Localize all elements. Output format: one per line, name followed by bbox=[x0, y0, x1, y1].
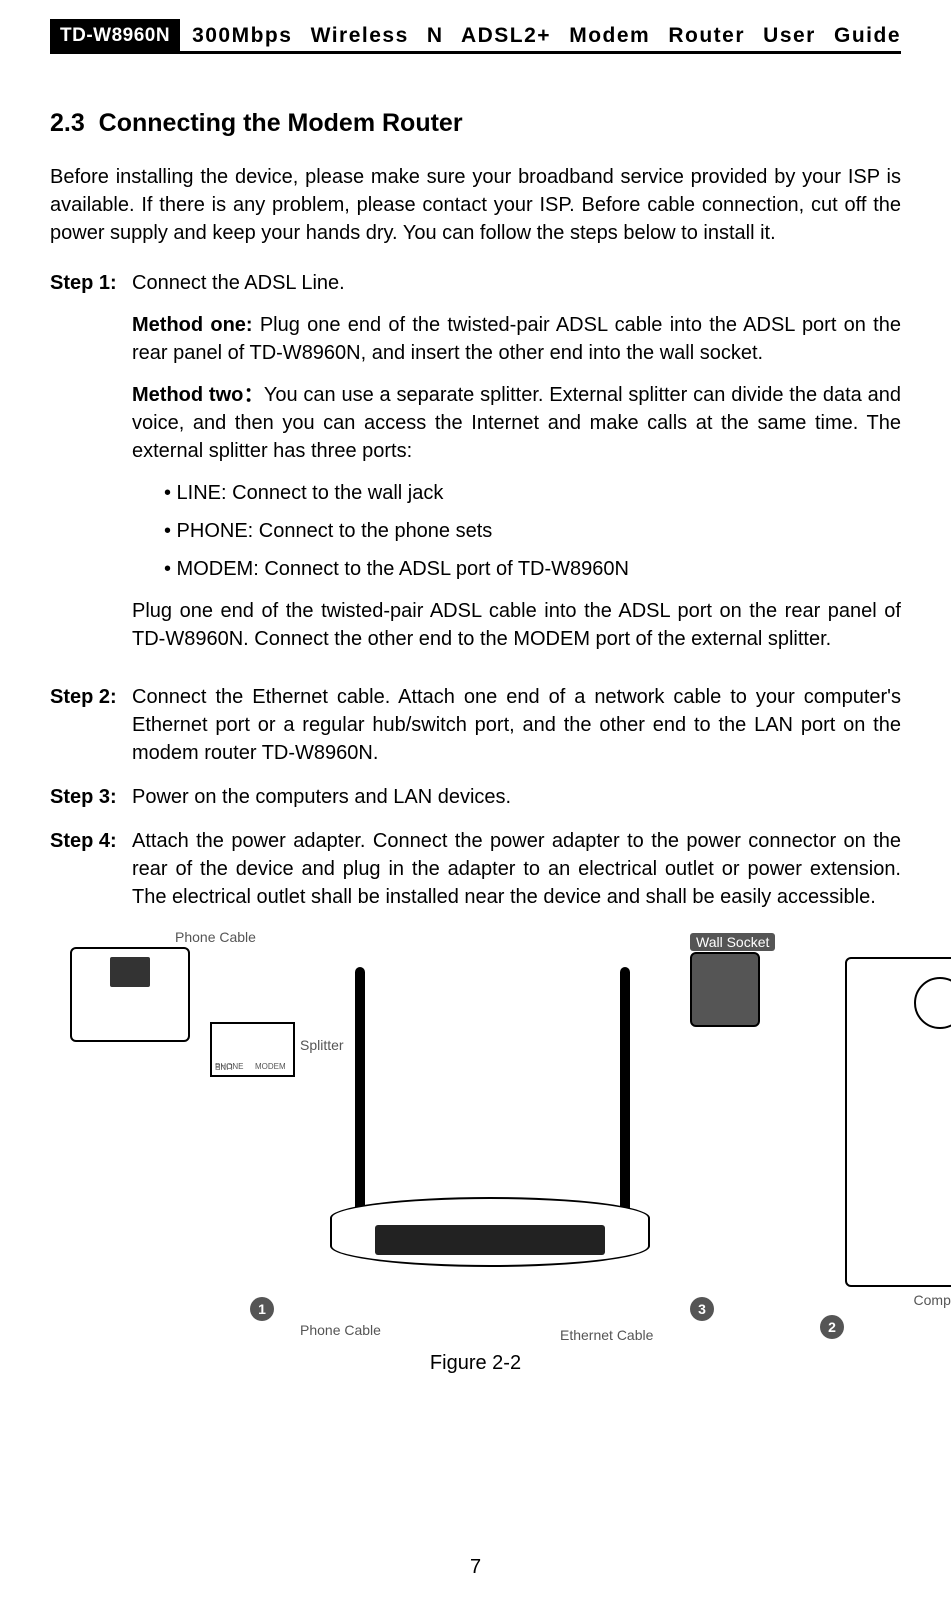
badge-2: 2 bbox=[820, 1315, 844, 1339]
step-2-body: Connect the Ethernet cable. Attach one e… bbox=[132, 683, 901, 767]
method-two-label: Method two： bbox=[132, 384, 264, 406]
label-port-phone: PHONE bbox=[215, 1062, 243, 1071]
model-badge: TD-W8960N bbox=[50, 19, 180, 53]
phone-screen-icon bbox=[110, 957, 150, 987]
label-phone-cable-bottom: Phone Cable bbox=[300, 1322, 381, 1338]
step-4: Step 4: Attach the power adapter. Connec… bbox=[50, 827, 901, 911]
document-header: TD-W8960N 300Mbps Wireless N ADSL2+ Mode… bbox=[50, 20, 901, 54]
step-3: Step 3: Power on the computers and LAN d… bbox=[50, 783, 901, 811]
bullet-phone: • PHONE: Connect to the phone sets bbox=[164, 517, 901, 545]
splitter-ports-list: • LINE: Connect to the wall jack • PHONE… bbox=[164, 479, 901, 583]
label-phone-cable-top: Phone Cable bbox=[175, 929, 256, 945]
step-1-tail: Plug one end of the twisted-pair ADSL ca… bbox=[132, 597, 901, 653]
badge-1: 1 bbox=[250, 1297, 274, 1321]
step-4-body: Attach the power adapter. Connect the po… bbox=[132, 827, 901, 911]
step-1-body: Connect the ADSL Line. Method one: Plug … bbox=[132, 269, 901, 667]
label-wall-socket: Wall Socket bbox=[690, 933, 775, 951]
section-heading: 2.3 Connecting the Modem Router bbox=[50, 109, 901, 138]
step-4-label: Step 4: bbox=[50, 827, 132, 911]
step-1-lead: Connect the ADSL Line. bbox=[132, 269, 901, 297]
label-ethernet-cable: Ethernet Cable bbox=[560, 1327, 653, 1343]
bullet-line: • LINE: Connect to the wall jack bbox=[164, 479, 901, 507]
figure-2-2: Phone Cable Splitter Wall Socket Compute… bbox=[130, 927, 951, 1347]
label-port-modem: MODEM bbox=[255, 1062, 286, 1071]
section-title: Connecting the Modem Router bbox=[99, 109, 463, 137]
label-computer: Computer bbox=[914, 1292, 951, 1308]
document-title: 300Mbps Wireless N ADSL2+ Modem Router U… bbox=[192, 24, 901, 48]
step-1-label: Step 1: bbox=[50, 269, 132, 667]
figure-caption: Figure 2-2 bbox=[50, 1352, 901, 1375]
label-splitter: Splitter bbox=[300, 1037, 344, 1053]
method-one: Method one: Plug one end of the twisted-… bbox=[132, 311, 901, 367]
router-ports-icon bbox=[375, 1225, 605, 1255]
page: TD-W8960N 300Mbps Wireless N ADSL2+ Mode… bbox=[0, 0, 951, 1604]
step-3-body: Power on the computers and LAN devices. bbox=[132, 783, 901, 811]
antenna-right-icon bbox=[620, 967, 630, 1227]
wall-socket-icon bbox=[690, 952, 760, 1027]
bullet-modem: • MODEM: Connect to the ADSL port of TD-… bbox=[164, 555, 901, 583]
step-1: Step 1: Connect the ADSL Line. Method on… bbox=[50, 269, 901, 667]
step-3-label: Step 3: bbox=[50, 783, 132, 811]
step-2-label: Step 2: bbox=[50, 683, 132, 767]
method-two: Method two：You can use a separate splitt… bbox=[132, 381, 901, 465]
antenna-left-icon bbox=[355, 967, 365, 1227]
step-2: Step 2: Connect the Ethernet cable. Atta… bbox=[50, 683, 901, 767]
intro-paragraph: Before installing the device, please mak… bbox=[50, 163, 901, 247]
method-one-label: Method one: bbox=[132, 314, 253, 336]
page-number: 7 bbox=[0, 1556, 951, 1579]
section-number: 2.3 bbox=[50, 109, 85, 137]
badge-3: 3 bbox=[690, 1297, 714, 1321]
